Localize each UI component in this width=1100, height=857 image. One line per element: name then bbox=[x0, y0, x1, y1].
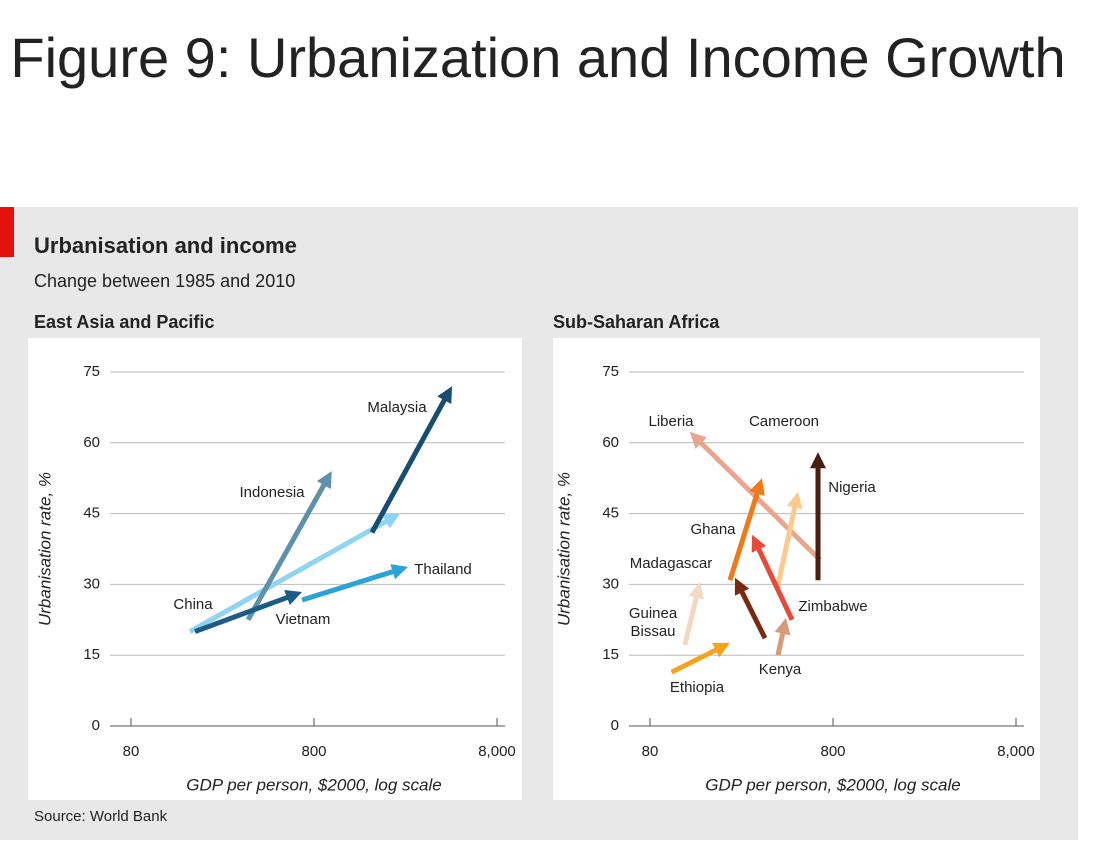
arrow-label: Kenya bbox=[759, 661, 802, 678]
arrow-label: Nigeria bbox=[828, 479, 876, 496]
x-tick-label: 8,000 bbox=[997, 743, 1035, 760]
slide-title: Figure 9: Urbanization and Income Growth bbox=[10, 26, 1065, 89]
arrow-label: Thailand bbox=[414, 561, 472, 578]
x-axis-label: GDP per person, $2000, log scale bbox=[186, 775, 441, 794]
arrow-label: Zimbabwe bbox=[798, 598, 867, 615]
y-tick-label: 30 bbox=[83, 575, 100, 592]
x-axis-label: GDP per person, $2000, log scale bbox=[705, 775, 960, 794]
plot-bg bbox=[553, 338, 1040, 800]
arrow bbox=[670, 642, 730, 675]
chart-title: East Asia and Pacific bbox=[34, 312, 214, 332]
arrow-label: Vietnam bbox=[276, 611, 331, 628]
arrow bbox=[727, 478, 765, 581]
arrow-label: Ghana bbox=[690, 521, 736, 538]
arrow-label: Liberia bbox=[648, 413, 694, 430]
y-tick-label: 45 bbox=[602, 505, 619, 522]
arrow bbox=[301, 564, 408, 603]
arrow-label: Malaysia bbox=[367, 399, 427, 416]
x-tick-label: 80 bbox=[642, 743, 659, 760]
x-tick-label: 80 bbox=[123, 743, 140, 760]
y-tick-label: 45 bbox=[83, 505, 100, 522]
y-tick-label: 15 bbox=[83, 646, 100, 663]
arrow bbox=[751, 534, 795, 621]
arrow bbox=[682, 582, 704, 646]
arrow-label: Cameroon bbox=[749, 413, 819, 430]
y-tick-label: 15 bbox=[602, 646, 619, 663]
arrow bbox=[774, 617, 791, 656]
arrow bbox=[774, 491, 803, 591]
chart-title: Sub-Saharan Africa bbox=[553, 312, 720, 332]
y-tick-label: 30 bbox=[602, 575, 619, 592]
arrow-label: Ethiopia bbox=[670, 679, 725, 696]
x-tick-label: 800 bbox=[301, 743, 326, 760]
arrow bbox=[245, 471, 332, 621]
arrow bbox=[810, 452, 826, 581]
panel-title: Urbanisation and income bbox=[34, 233, 297, 258]
arrow bbox=[188, 513, 400, 634]
arrow bbox=[734, 577, 768, 640]
x-tick-label: 800 bbox=[820, 743, 845, 760]
panel-subtitle: Change between 1985 and 2010 bbox=[34, 271, 295, 291]
y-axis-label: Urbanisation rate, % bbox=[35, 472, 54, 626]
y-tick-label: 0 bbox=[611, 717, 619, 734]
arrow bbox=[194, 590, 302, 634]
arrow-label: Madagascar bbox=[630, 555, 713, 572]
y-tick-label: 75 bbox=[602, 363, 619, 380]
y-tick-label: 75 bbox=[83, 363, 100, 380]
y-tick-label: 60 bbox=[602, 434, 619, 451]
arrow-label: China bbox=[173, 596, 213, 613]
arrow-label: Indonesia bbox=[239, 484, 305, 501]
red-tag bbox=[0, 207, 14, 257]
source: Source: World Bank bbox=[34, 808, 168, 825]
x-tick-label: 8,000 bbox=[478, 743, 516, 760]
arrow-label: Guinea Bissau bbox=[629, 605, 678, 640]
y-tick-label: 0 bbox=[92, 717, 100, 734]
y-axis-label: Urbanisation rate, % bbox=[554, 472, 573, 626]
arrow bbox=[369, 386, 452, 534]
y-tick-label: 60 bbox=[83, 434, 100, 451]
